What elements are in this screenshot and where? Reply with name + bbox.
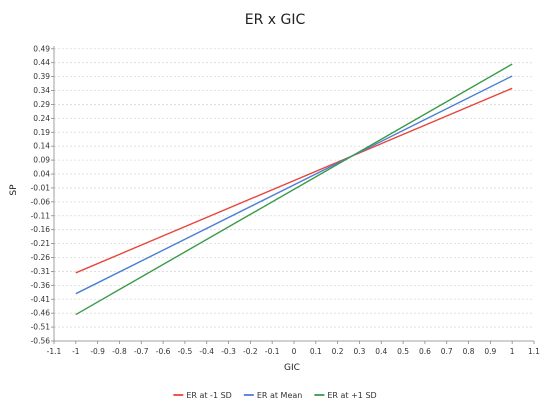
y-tick-label: -0.21 (31, 239, 51, 248)
x-axis-title: GIC (284, 363, 300, 373)
x-tick-label: 0.9 (484, 347, 496, 356)
legend-label: ER at -1 SD (186, 391, 232, 400)
x-tick-label: -0.7 (134, 347, 149, 356)
y-tick-label: -0.01 (31, 183, 51, 192)
y-tick-label: -0.51 (31, 323, 51, 332)
y-tick-label: -0.36 (31, 281, 51, 290)
y-tick-label: 0.29 (33, 100, 50, 109)
chart-title: ER x GIC (245, 12, 306, 28)
legend-label: ER at Mean (257, 391, 303, 400)
x-tick-label: -1 (72, 347, 80, 356)
y-tick-label: 0.34 (33, 86, 50, 95)
x-tick-label: 0.6 (419, 347, 431, 356)
legend-label: ER at +1 SD (327, 391, 376, 400)
tick-labels: 0.49 0.44 0.39 0.34 0.29 0.24 0.19 0.14 0.09 0.04… (31, 44, 541, 356)
legend-item-3: ER at +1 SD (314, 391, 377, 400)
x-tick-label: 1 (510, 347, 515, 356)
legend-item-1: ER at -1 SD (173, 391, 232, 400)
y-tick-label: 0.09 (33, 156, 50, 165)
x-tick-label: -0.5 (178, 347, 193, 356)
y-tick-label: -0.16 (31, 225, 51, 234)
y-tick-label: 0.14 (33, 142, 50, 151)
series-lines (75, 63, 513, 316)
x-tick-label: 0.1 (310, 347, 322, 356)
x-tick-label: 0.8 (463, 347, 475, 356)
y-tick-label: 0.39 (33, 72, 50, 81)
x-tick-label: 0.5 (397, 347, 409, 356)
y-tick-label: 0.04 (33, 170, 50, 179)
series-line-1 (75, 87, 513, 274)
x-tick-label: -1.1 (47, 347, 62, 356)
x-tick-label: 1.1 (528, 347, 540, 356)
y-tick-label: -0.11 (31, 211, 51, 220)
y-tick-label: 0.24 (33, 114, 50, 123)
y-axis-title: SP (9, 184, 19, 196)
x-tick-label: -0.8 (112, 347, 127, 356)
x-tick-label: -0.2 (243, 347, 258, 356)
y-tick-label: 0.44 (33, 58, 50, 67)
x-tick-label: -0.4 (199, 347, 214, 356)
y-tick-label: 0.19 (33, 128, 50, 137)
x-tick-label: -0.1 (265, 347, 280, 356)
axes (51, 46, 535, 344)
series-line-2 (75, 75, 513, 295)
legend-item-2: ER at Mean (243, 391, 303, 400)
y-tick-label: -0.41 (31, 295, 51, 304)
y-tick-label: -0.06 (31, 197, 51, 206)
x-tick-label: -0.6 (156, 347, 171, 356)
x-tick-label: 0.7 (441, 347, 453, 356)
series-line-3 (75, 63, 513, 316)
y-tick-label: -0.26 (31, 253, 51, 262)
y-tick-label: -0.56 (31, 337, 51, 346)
y-tick-label: 0.49 (33, 44, 50, 53)
x-tick-label: -0.9 (90, 347, 105, 356)
x-tick-label: -0.3 (221, 347, 236, 356)
y-tick-label: -0.46 (31, 309, 51, 318)
x-tick-label: 0.3 (353, 347, 365, 356)
y-tick-label: -0.31 (31, 267, 51, 276)
x-tick-label: 0 (292, 347, 297, 356)
x-tick-label: 0.4 (375, 347, 387, 356)
legend: ER at -1 SD ER at Mean ER at +1 SD (173, 391, 377, 400)
x-tick-label: 0.2 (332, 347, 344, 356)
